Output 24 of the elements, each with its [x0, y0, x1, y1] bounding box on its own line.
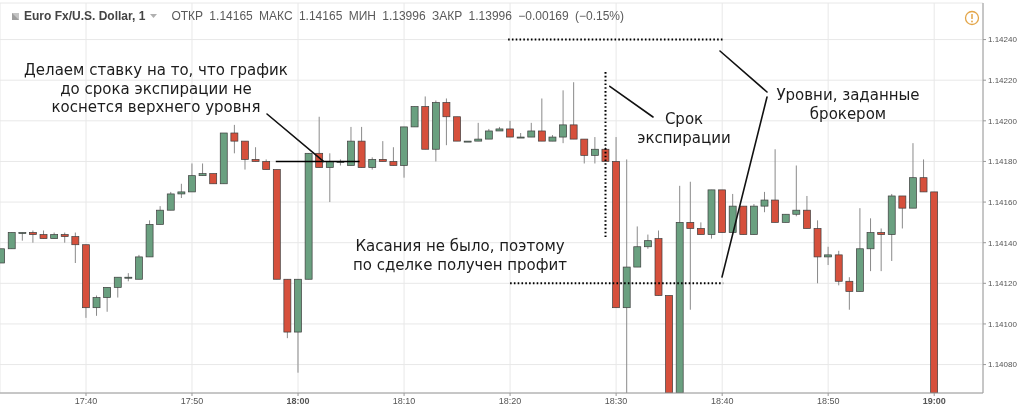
- x-tick-label: 18:30: [604, 396, 628, 407]
- x-tick-label: 18:50: [816, 396, 840, 407]
- annotation: Делаем ставку на то, что график до срока экспирации не коснется верхнего уровня: [24, 61, 288, 117]
- y-tick-label: 1.14160: [988, 197, 1018, 207]
- annotation: Уровни, заданные брокером: [776, 86, 920, 123]
- y-tick-label: 1.14140: [988, 238, 1018, 248]
- text: Euro Fx/U.S. Dollar, 1: [24, 9, 146, 23]
- x-tick-label: 18:40: [710, 396, 734, 407]
- x-tick-label: 18:00: [286, 396, 310, 407]
- x-tick-label: 18:10: [392, 396, 416, 407]
- text: ОТКР 1.14165 МАКС 1.14165 МИН 1.13996 ЗАКР 1.13996 −0.00169 (−0.15%): [171, 9, 625, 23]
- y-tick-label: 1.14200: [988, 116, 1018, 126]
- annotation: Касания не было, поэтому по сделке получен профит: [352, 237, 568, 274]
- y-tick-label: 1.14100: [988, 319, 1018, 329]
- x-tick-label: 17:50: [180, 396, 204, 407]
- y-tick-label: 1.14080: [988, 360, 1018, 370]
- x-tick-label: 19:00: [922, 396, 946, 407]
- y-tick-label: 1.14180: [988, 157, 1018, 167]
- y-tick-label: 1.14240: [988, 35, 1018, 45]
- x-tick-label: 17:40: [74, 396, 98, 407]
- y-tick-label: 1.14120: [988, 279, 1018, 289]
- y-tick-label: 1.14220: [988, 76, 1018, 86]
- annotation: Срок экспирации: [637, 110, 731, 147]
- x-tick-label: 18:20: [498, 396, 522, 407]
